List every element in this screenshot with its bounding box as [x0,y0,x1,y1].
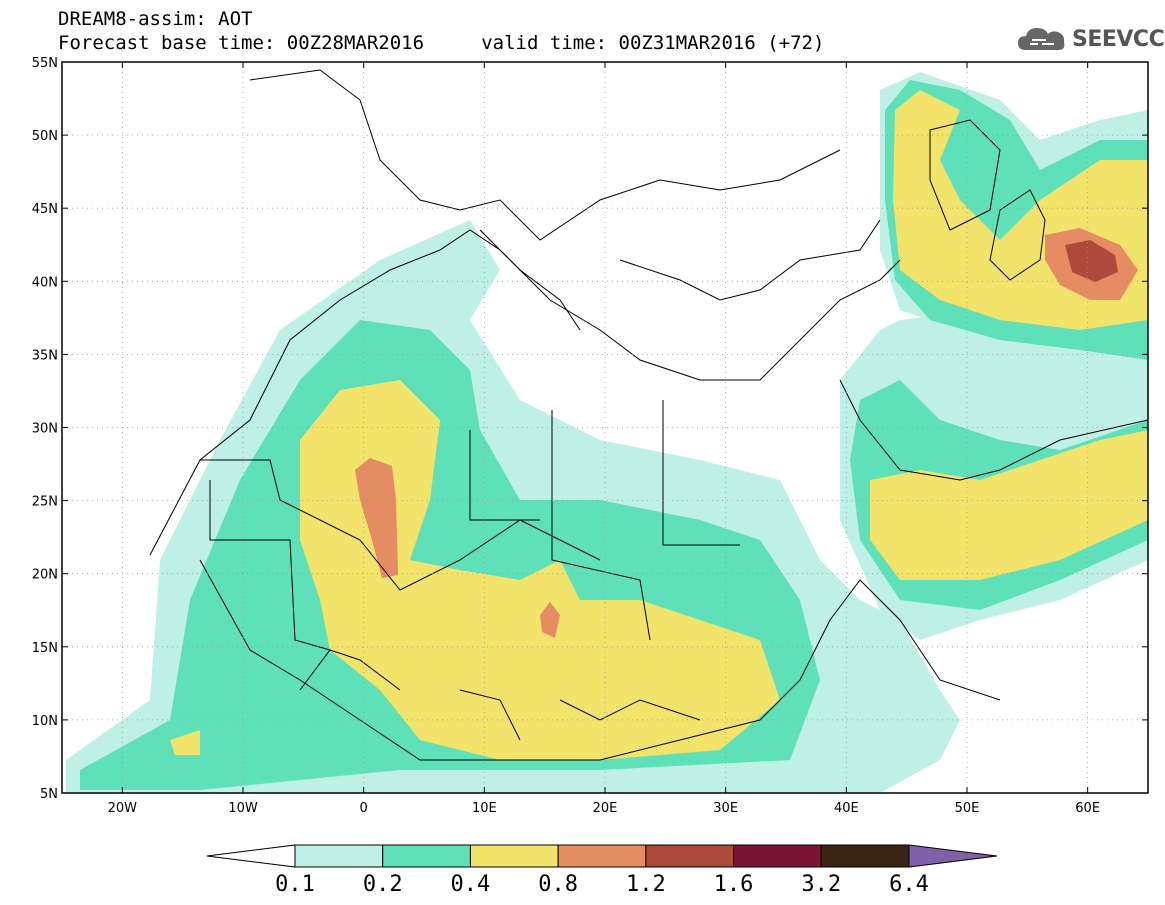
colorbar-swatch [382,844,471,868]
lon-tick-label: 60E [1075,801,1100,816]
colorbar-high-arrow [908,844,998,868]
title-line-1: DREAM8-assim: AOT [58,8,253,30]
aot-shading [66,69,1148,793]
aot-band-0.4-arabia [870,430,1148,580]
coastlines [149,69,1148,761]
lon-tick-label: 20E [593,801,618,816]
colorbar-label: 1.6 [714,872,754,897]
colorbar-label: 0.8 [538,872,578,897]
lat-tick-label: 50N [32,129,58,144]
lat-tick-label: 40N [32,275,58,290]
lon-tick-label: 0 [360,801,368,816]
title-line-2: Forecast base time: 00Z28MAR2016 valid t… [58,32,825,54]
colorbar-swatch [733,844,822,868]
aot-band-0.4-westafrica [170,730,200,755]
colorbar-label: 6.4 [889,872,929,897]
graticule [62,62,1148,793]
colorbar-swatch [469,844,559,868]
colorbar-swatch [294,844,384,868]
colorbar-low-arrow [206,844,296,868]
colorbar-label: 0.4 [451,872,491,897]
lat-tick-label: 20N [32,568,58,583]
lat-tick-label: 35N [32,348,58,363]
aot-band-0.8-chad [540,602,560,638]
colorbar-label: 1.2 [626,872,666,897]
aot-band-0.4 [300,380,780,760]
lon-tick-label: 10W [228,801,258,816]
colorbar-swatch [557,844,647,868]
colorbar-label: 0.2 [363,872,403,897]
lon-tick-label: 10E [472,801,497,816]
aot-band-0.8-sahara [355,458,398,578]
lon-tick-label: 40E [834,801,859,816]
lat-tick-label: 55N [32,56,58,71]
lon-tick-label: 50E [955,801,980,816]
axes: 55N 50N 45N 40N 35N 30N 25N 20N 15N 10N 5N 20W 10W 0 1… [32,56,1148,816]
colorbar: 0.1 0.2 0.4 0.8 1.2 1.6 3.2 6.4 [206,844,998,897]
lon-tick-label: 20W [108,801,138,816]
logo-text: SEEVCCC [1072,26,1165,52]
colorbar-swatch [645,844,735,868]
lat-tick-label: 30N [32,422,58,437]
colorbar-label: 3.2 [801,872,841,897]
lon-tick-label: 30E [713,801,738,816]
lat-tick-label: 10N [32,714,58,729]
lat-tick-label: 15N [32,641,58,656]
aot-band-1.2 [1065,240,1118,282]
lat-tick-label: 5N [40,787,58,802]
lat-tick-label: 25N [32,495,58,510]
lat-tick-label: 45N [32,202,58,217]
cloud-logo-icon [1018,28,1065,50]
seevccc-logo: SEEVCCC [1016,22,1165,56]
colorbar-swatch [820,844,910,868]
colorbar-label: 0.1 [275,872,315,897]
